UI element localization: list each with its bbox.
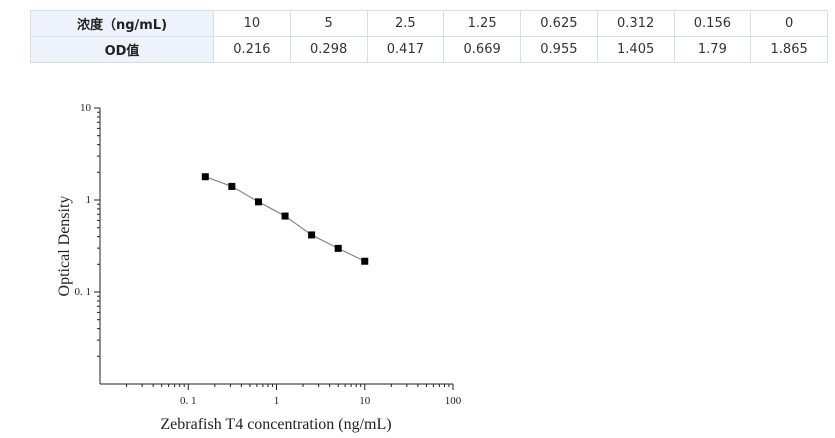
table-cell: 0.298 <box>289 36 368 63</box>
x-axis-label: Zebrafish T4 concentration (ng/mL) <box>160 416 391 433</box>
table-cell: 2.5 <box>366 10 445 37</box>
y-tick-label: 10 <box>80 102 92 114</box>
table-cell: 0.216 <box>213 36 291 63</box>
table-cell: 0.669 <box>443 36 521 63</box>
y-axis-label: Optical Density <box>56 196 73 297</box>
data-point <box>254 198 262 206</box>
table-cell: 5 <box>289 10 368 37</box>
data-point <box>201 173 209 181</box>
x-tick-label: 10 <box>359 395 371 407</box>
od-header: OD值 <box>30 36 214 63</box>
table-cell: 0.955 <box>520 36 598 63</box>
table-cell: 1.405 <box>596 36 675 63</box>
data-point <box>361 257 369 265</box>
data-point <box>228 182 236 190</box>
data-point <box>308 231 316 239</box>
standard-curve-table: 浓度（ng/mL) 10 5 2.5 1.25 0.625 0.312 0.15… <box>30 10 828 63</box>
x-tick-label: 0. 1 <box>180 395 197 407</box>
chart-axes: 0. 1 1 10 0. 1 1 10 100 <box>75 102 462 407</box>
y-tick-label: 1 <box>86 194 92 206</box>
table-cell: 0.312 <box>596 10 675 37</box>
y-tick-label: 0. 1 <box>75 286 92 298</box>
od-row: OD值 0.216 0.298 0.417 0.669 0.955 1.405 … <box>30 36 828 63</box>
table-cell: 1.865 <box>750 36 828 63</box>
data-point <box>281 212 289 220</box>
table-cell: 0.417 <box>366 36 445 63</box>
table-cell: 10 <box>213 10 291 37</box>
concentration-row: 浓度（ng/mL) 10 5 2.5 1.25 0.625 0.312 0.15… <box>30 10 828 37</box>
x-tick-label: 100 <box>445 395 462 407</box>
table-cell: 0.156 <box>673 10 752 37</box>
concentration-header: 浓度（ng/mL) <box>30 10 214 37</box>
data-point <box>334 244 342 252</box>
x-tick-label: 1 <box>274 395 280 407</box>
table-cell: 1.79 <box>673 36 752 63</box>
